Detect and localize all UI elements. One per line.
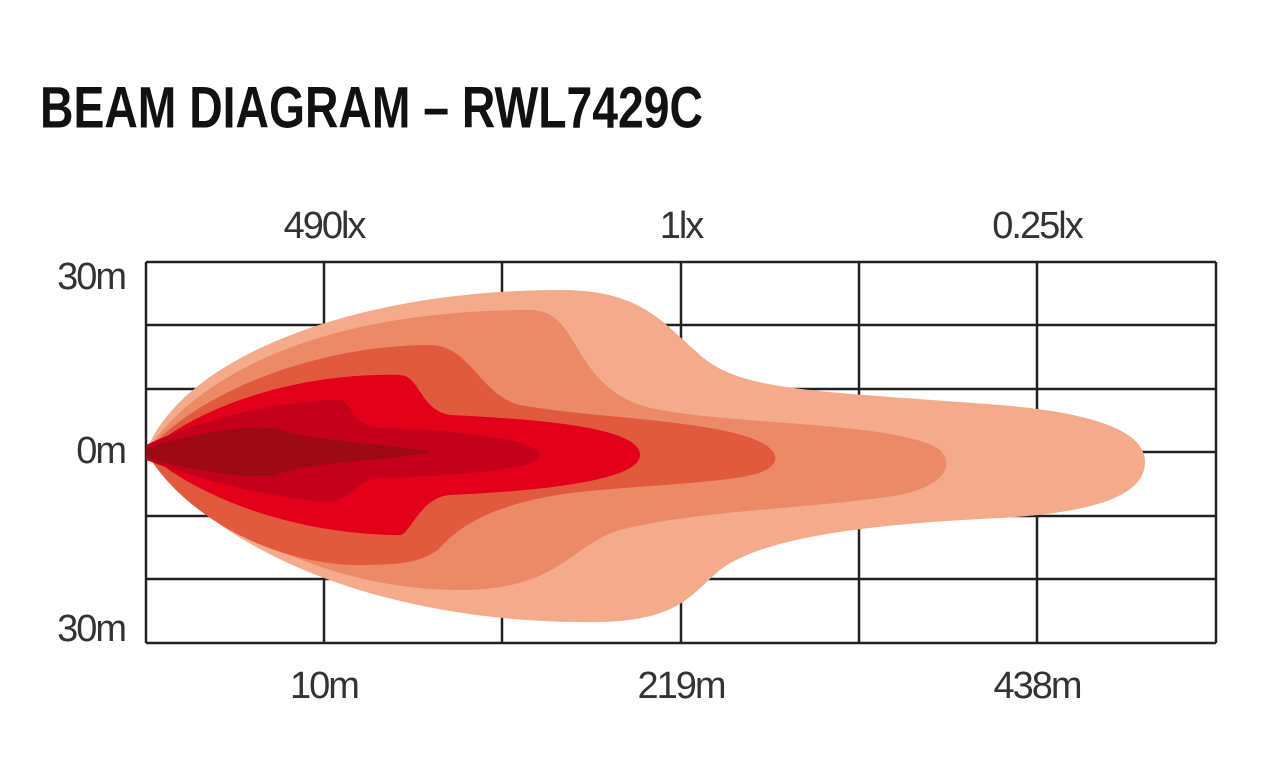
distance-label: 10m bbox=[290, 665, 358, 707]
height-label: 30m bbox=[57, 608, 125, 650]
height-label: 0m bbox=[76, 430, 125, 472]
lux-label: 0.25lx bbox=[992, 205, 1083, 247]
lux-label: 490lx bbox=[284, 205, 367, 247]
beam-zone bbox=[146, 427, 430, 477]
distance-label: 438m bbox=[993, 665, 1080, 707]
height-label: 30m bbox=[57, 256, 125, 298]
title: BEAM DIAGRAM – RWL7429C bbox=[40, 75, 703, 140]
distance-label: 219m bbox=[637, 665, 724, 707]
lux-label: 1lx bbox=[660, 205, 705, 247]
beam bbox=[146, 290, 1145, 623]
